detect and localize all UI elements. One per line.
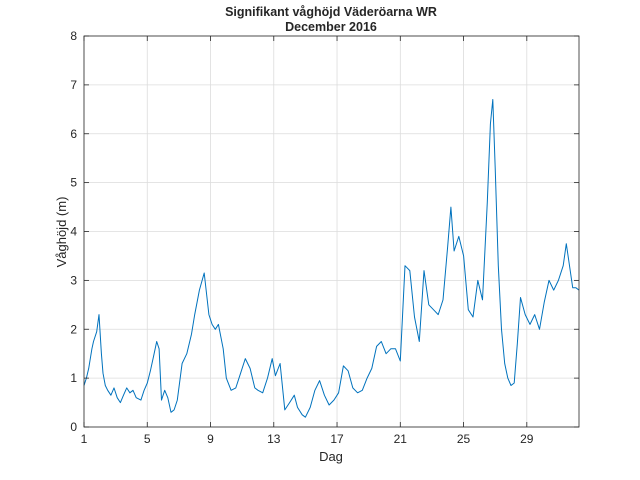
x-tick-label: 1	[81, 432, 88, 446]
y-tick-label: 0	[70, 420, 77, 434]
x-axis-label: Dag	[319, 449, 343, 464]
chart-subtitle: December 2016	[285, 20, 377, 34]
y-tick-label: 4	[70, 225, 77, 239]
y-tick-label: 7	[70, 78, 77, 92]
x-tick-label: 13	[267, 432, 281, 446]
x-tick-label: 5	[144, 432, 151, 446]
y-tick-label: 5	[70, 176, 77, 190]
x-tick-label: 25	[457, 432, 471, 446]
y-tick-label: 6	[70, 127, 77, 141]
x-tick-label: 17	[330, 432, 344, 446]
y-tick-label: 8	[70, 29, 77, 43]
x-tick-label: 9	[207, 432, 214, 446]
chart-title: Signifikant våghöjd Väderöarna WR	[225, 5, 437, 19]
y-axis-label: Våghöjd (m)	[54, 197, 69, 268]
data-series	[83, 99, 580, 418]
series-line	[83, 99, 580, 418]
y-tick-label: 3	[70, 273, 77, 287]
x-tick-label: 29	[520, 432, 534, 446]
y-tick-label: 2	[70, 322, 77, 336]
y-tick-label: 1	[70, 371, 77, 385]
x-tick-label: 21	[394, 432, 408, 446]
